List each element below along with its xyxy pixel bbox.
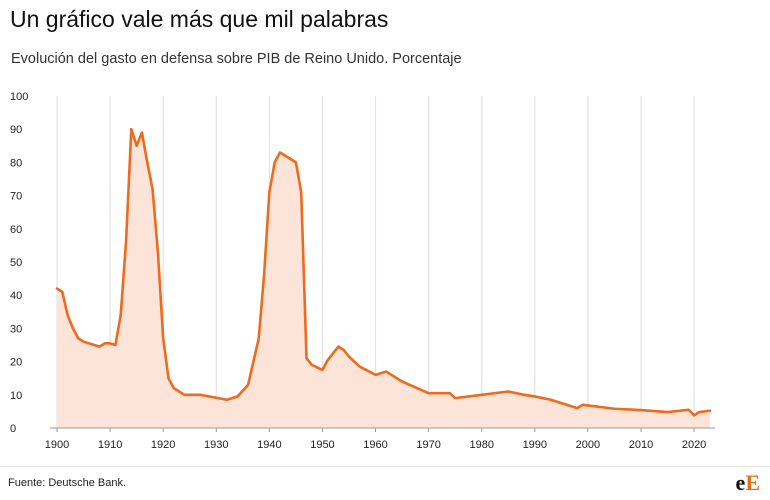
- page-title: Un gráfico vale más que mil palabras: [10, 6, 389, 32]
- x-tick-label-1940: 1940: [257, 439, 281, 451]
- source-note: Fuente: Deutsche Bank.: [8, 477, 127, 489]
- chart-subtitle: Evolución del gasto en defensa sobre PIB…: [11, 51, 462, 67]
- x-tick-label-2000: 2000: [576, 439, 600, 451]
- x-tick-label-1900: 1900: [45, 439, 69, 451]
- x-tick-label-2010: 2010: [629, 439, 653, 451]
- x-tick-label-1960: 1960: [363, 439, 387, 451]
- x-tick-label-1980: 1980: [469, 439, 493, 451]
- y-tick-label-80: 80: [10, 157, 22, 169]
- x-tick-label-1970: 1970: [416, 439, 440, 451]
- x-tick-label-1930: 1930: [204, 439, 228, 451]
- grid-lines: [56, 96, 695, 428]
- axis-layer: [50, 427, 715, 432]
- y-tick-label-30: 30: [10, 323, 22, 335]
- x-tick-label-1950: 1950: [310, 439, 334, 451]
- footer-divider: [0, 466, 770, 467]
- x-tick-label-2020: 2020: [682, 439, 706, 451]
- x-tick-label-1920: 1920: [151, 439, 175, 451]
- y-tick-label-40: 40: [10, 290, 22, 302]
- logo-e: e: [735, 470, 746, 495]
- series-line: [55, 127, 712, 417]
- y-tick-label-100: 100: [10, 91, 28, 103]
- y-tick-label-70: 70: [10, 191, 22, 203]
- publisher-logo: eE: [736, 470, 760, 496]
- y-tick-label-90: 90: [10, 124, 22, 136]
- y-tick-label-10: 10: [10, 390, 22, 402]
- tick-labels: 1900 1910 1920 1930 1940 1950 1960 1970 1980 1990…: [10, 91, 706, 451]
- y-tick-label-20: 20: [10, 357, 22, 369]
- area-layer: [55, 127, 712, 428]
- logo-E: E: [745, 470, 760, 495]
- x-tick-label-1910: 1910: [98, 439, 122, 451]
- y-tick-label-0: 0: [10, 423, 16, 435]
- area-fill: [57, 129, 710, 428]
- y-tick-label-50: 50: [10, 257, 22, 269]
- y-tick-label-60: 60: [10, 224, 22, 236]
- x-tick-label-1990: 1990: [523, 439, 547, 451]
